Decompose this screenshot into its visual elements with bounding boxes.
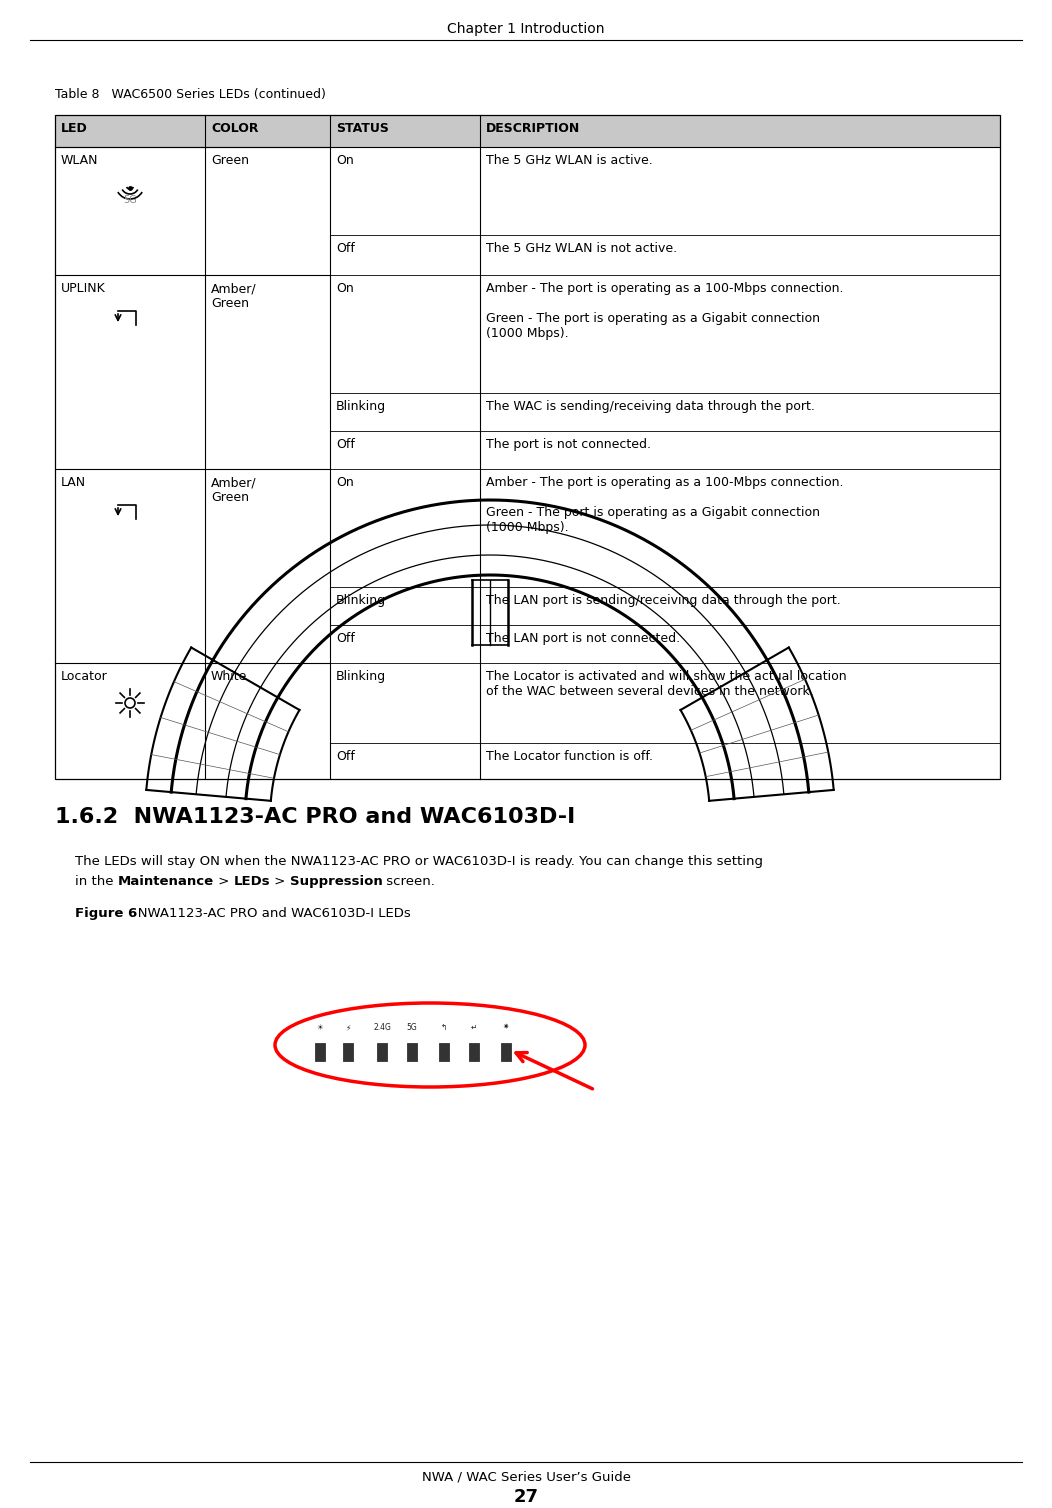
Text: Maintenance: Maintenance	[118, 875, 214, 888]
Text: On: On	[336, 477, 353, 489]
Text: >: >	[270, 875, 289, 888]
Text: The LAN port is not connected.: The LAN port is not connected.	[486, 632, 681, 645]
Bar	[439, 1044, 449, 1062]
FancyArrowPatch shape	[517, 1053, 592, 1089]
Bar	[55, 115, 1000, 146]
Text: 5G: 5G	[407, 1022, 418, 1031]
Text: 1.6.2  NWA1123-AC PRO and WAC6103D-I: 1.6.2 NWA1123-AC PRO and WAC6103D-I	[55, 807, 575, 826]
Text: ☀: ☀	[317, 1022, 323, 1031]
Bar	[469, 1044, 479, 1062]
Text: The port is not connected.: The port is not connected.	[486, 437, 651, 451]
Text: On: On	[336, 282, 353, 296]
Text: 2.4G: 2.4G	[373, 1022, 391, 1031]
Text: screen.: screen.	[383, 875, 436, 888]
Text: LEDs: LEDs	[234, 875, 270, 888]
Text: The Locator is activated and will show the actual location
of the WAC between se: The Locator is activated and will show t…	[486, 670, 847, 698]
Text: ⚡: ⚡	[345, 1022, 350, 1031]
Text: Blinking: Blinking	[336, 670, 386, 683]
Text: On: On	[336, 154, 353, 167]
Bar	[407, 1044, 417, 1062]
Bar	[377, 1044, 387, 1062]
Text: in the: in the	[75, 875, 118, 888]
Bar	[501, 1044, 511, 1062]
Text: 27: 27	[513, 1488, 539, 1506]
Text: The Locator function is off.: The Locator function is off.	[486, 749, 653, 763]
Text: ✷: ✷	[503, 1022, 509, 1031]
Text: >: >	[214, 875, 234, 888]
Text: ↰: ↰	[441, 1022, 447, 1031]
Text: Amber/
Green: Amber/ Green	[211, 477, 257, 504]
Text: Amber/
Green: Amber/ Green	[211, 282, 257, 311]
Text: The LAN port is sending/receiving data through the port.: The LAN port is sending/receiving data t…	[486, 594, 841, 608]
Text: Off: Off	[336, 241, 355, 255]
Text: NWA / WAC Series User’s Guide: NWA / WAC Series User’s Guide	[422, 1470, 630, 1482]
Text: COLOR: COLOR	[211, 122, 259, 136]
Text: Off: Off	[336, 749, 355, 763]
Text: STATUS: STATUS	[336, 122, 389, 136]
Text: Chapter 1 Introduction: Chapter 1 Introduction	[447, 23, 605, 36]
Text: Green: Green	[211, 154, 249, 167]
Text: DESCRIPTION: DESCRIPTION	[486, 122, 581, 136]
Text: LED: LED	[61, 122, 87, 136]
Text: ↵: ↵	[471, 1022, 478, 1031]
Text: The 5 GHz WLAN is not active.: The 5 GHz WLAN is not active.	[486, 241, 677, 255]
Text: UPLINK: UPLINK	[61, 282, 106, 296]
Text: The WAC is sending/receiving data through the port.: The WAC is sending/receiving data throug…	[486, 400, 815, 413]
Text: Figure 6: Figure 6	[75, 906, 137, 920]
Text: The LEDs will stay ON when the NWA1123-AC PRO or WAC6103D-I is ready. You can ch: The LEDs will stay ON when the NWA1123-A…	[75, 855, 763, 869]
Bar	[315, 1044, 325, 1062]
Text: NWA1123-AC PRO and WAC6103D-I LEDs: NWA1123-AC PRO and WAC6103D-I LEDs	[125, 906, 410, 920]
Text: Amber - The port is operating as a 100-Mbps connection.

Green - The port is ope: Amber - The port is operating as a 100-M…	[486, 477, 844, 534]
Text: Suppression: Suppression	[289, 875, 383, 888]
Text: The 5 GHz WLAN is active.: The 5 GHz WLAN is active.	[486, 154, 652, 167]
Text: 5G: 5G	[123, 195, 137, 205]
Text: Amber - The port is operating as a 100-Mbps connection.

Green - The port is ope: Amber - The port is operating as a 100-M…	[486, 282, 844, 339]
Text: WLAN: WLAN	[61, 154, 99, 167]
Text: Blinking: Blinking	[336, 594, 386, 608]
Text: Locator: Locator	[61, 670, 107, 683]
Text: Off: Off	[336, 632, 355, 645]
Text: White: White	[211, 670, 247, 683]
Bar	[343, 1044, 353, 1062]
Text: Blinking: Blinking	[336, 400, 386, 413]
Text: LAN: LAN	[61, 477, 86, 489]
Text: Off: Off	[336, 437, 355, 451]
Text: Table 8   WAC6500 Series LEDs (continued): Table 8 WAC6500 Series LEDs (continued)	[55, 87, 326, 101]
Bar	[55, 115, 1000, 780]
